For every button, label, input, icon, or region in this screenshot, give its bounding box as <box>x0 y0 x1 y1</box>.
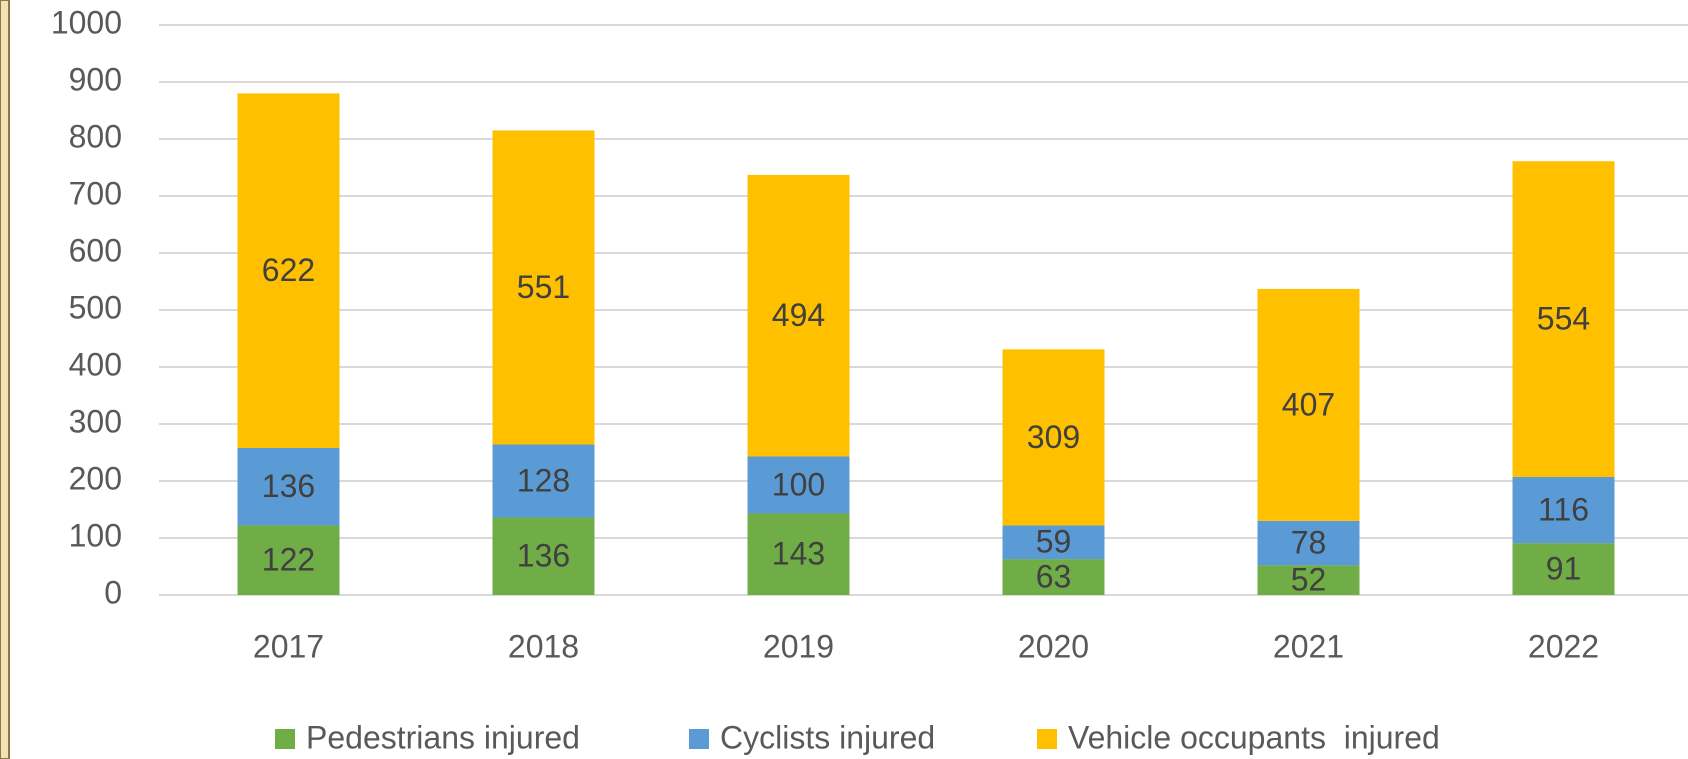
bar-segment <box>492 517 595 595</box>
y-tick-label: 100 <box>69 517 122 553</box>
labels: 0 100 200 300 400 500 600 700 800 900 1000 2017 122 1… <box>51 4 1599 755</box>
y-tick-label: 800 <box>69 118 122 154</box>
y-tick-label: 500 <box>69 289 122 325</box>
y-tick-label: 0 <box>104 574 122 610</box>
bar-segment <box>237 93 340 448</box>
data-label: 128 <box>517 462 570 498</box>
bar-segment <box>492 130 595 445</box>
bars <box>237 93 1615 595</box>
grid <box>159 24 1688 596</box>
frame-edge <box>0 0 10 759</box>
x-tick-label: 2021 <box>1273 628 1344 664</box>
bar-segment <box>747 513 850 595</box>
bar-segment <box>492 444 595 518</box>
bar-segment <box>1257 565 1360 595</box>
data-label: 551 <box>517 269 570 305</box>
data-label: 136 <box>517 538 570 574</box>
data-label: 407 <box>1282 386 1335 422</box>
bar-segment <box>747 456 850 514</box>
bar-segment <box>1002 525 1105 560</box>
x-tick-label: 2017 <box>253 628 324 664</box>
data-label: 554 <box>1537 301 1590 337</box>
x-tick-label: 2019 <box>763 628 834 664</box>
legend-label: Pedestrians injured <box>306 719 580 755</box>
data-label: 91 <box>1546 551 1582 587</box>
y-tick-label: 900 <box>69 61 122 97</box>
bar-segment <box>1512 543 1615 595</box>
data-label: 116 <box>1538 492 1589 528</box>
legend-label: Vehicle occupants injured <box>1068 719 1440 755</box>
legend-label: Cyclists injured <box>720 719 935 755</box>
bar-segment <box>1002 349 1105 526</box>
bar-segment <box>1512 161 1615 478</box>
y-tick-label: 600 <box>69 232 122 268</box>
y-tick-label: 200 <box>69 460 122 496</box>
x-tick-label: 2020 <box>1018 628 1089 664</box>
bar-segment <box>237 525 340 595</box>
data-label: 622 <box>262 252 315 288</box>
bar-segment <box>1512 477 1615 544</box>
bar-segment <box>237 447 340 526</box>
bar-segment <box>1257 288 1360 521</box>
data-label: 122 <box>262 542 315 578</box>
y-tick-label: 1000 <box>51 4 122 40</box>
data-label: 143 <box>772 536 825 572</box>
x-tick-label: 2018 <box>508 628 579 664</box>
data-label: 494 <box>772 297 825 333</box>
data-label: 136 <box>262 468 315 504</box>
data-label: 59 <box>1036 524 1072 560</box>
y-tick-label: 300 <box>69 403 122 439</box>
bar-segment <box>747 174 850 457</box>
legend-swatch <box>689 729 709 749</box>
x-tick-label: 2022 <box>1528 628 1599 664</box>
data-label: 78 <box>1291 525 1327 561</box>
y-tick-label: 400 <box>69 346 122 382</box>
legend-swatch <box>275 729 295 749</box>
bar-segment <box>1257 520 1360 566</box>
y-tick-label: 700 <box>69 175 122 211</box>
data-label: 309 <box>1027 419 1080 455</box>
data-label: 52 <box>1291 562 1327 598</box>
data-label: 63 <box>1036 558 1072 594</box>
legend-swatch <box>1037 729 1057 749</box>
bar-segment <box>1002 559 1105 595</box>
data-label: 100 <box>772 466 825 502</box>
